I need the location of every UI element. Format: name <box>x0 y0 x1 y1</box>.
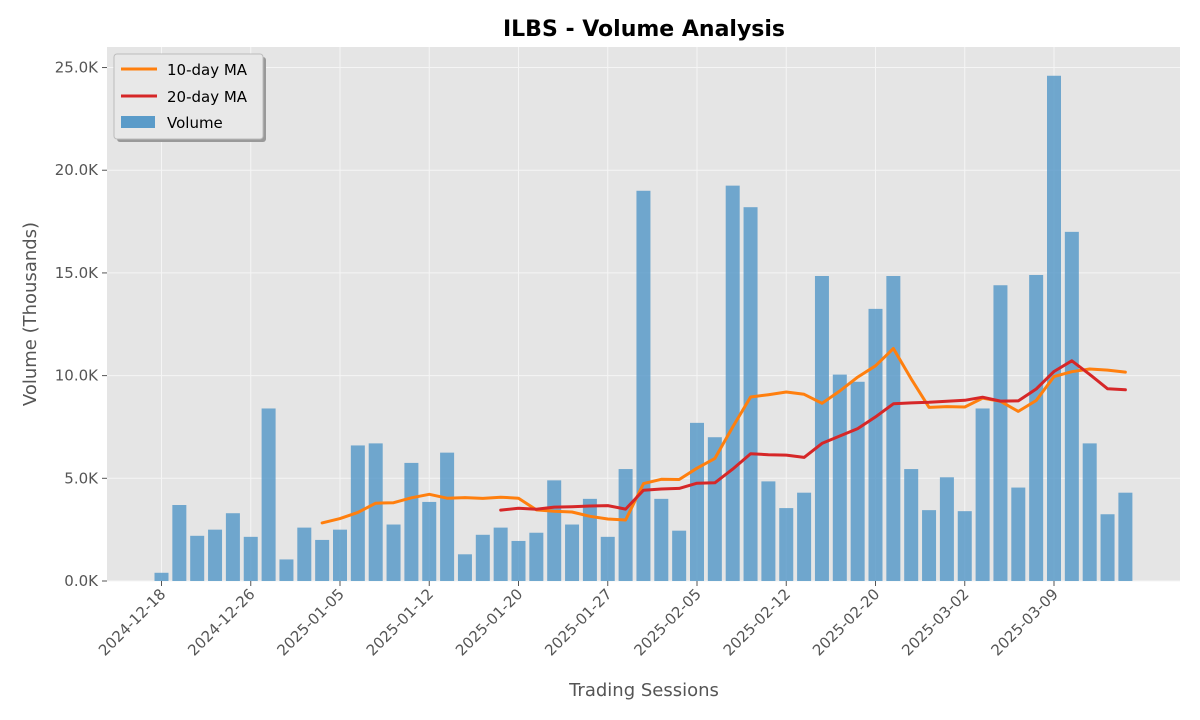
volume-bar <box>850 381 865 581</box>
volume-bar <box>636 190 651 581</box>
volume-bar <box>993 285 1008 581</box>
volume-bar <box>547 480 562 581</box>
y-tick-label: 25.0K <box>55 59 99 77</box>
x-axis: 2024-12-18 2024-12-26 2025-01-05 2025-01-12… <box>95 581 1062 659</box>
volume-bar <box>261 408 276 581</box>
volume-bar <box>582 498 597 581</box>
legend-swatch-volume <box>121 116 155 128</box>
x-tick-label: 2025-02-20 <box>809 585 883 659</box>
volume-bar <box>529 532 544 581</box>
moving-average-lines <box>320 347 1127 525</box>
volume-bar <box>743 207 758 581</box>
volume-bar <box>172 505 187 581</box>
legend-label-20-day-ma: 20-day MA <box>167 88 248 106</box>
volume-bar <box>154 572 169 581</box>
volume-bar <box>422 501 437 581</box>
volume-bar <box>243 536 258 581</box>
volume-bar <box>957 511 972 581</box>
volume-bar <box>868 308 883 581</box>
volume-bar <box>886 276 901 581</box>
legend-label-10-day-ma: 10-day MA <box>167 61 248 79</box>
x-tick-label: 2025-02-12 <box>720 585 794 659</box>
y-tick-label: 15.0K <box>55 264 99 282</box>
volume-bar <box>779 508 794 581</box>
volume-bar <box>225 513 240 581</box>
volume-bar <box>1100 514 1115 581</box>
x-tick-label: 2025-01-12 <box>363 585 437 659</box>
y-tick-label: 5.0K <box>64 469 99 487</box>
volume-bar <box>511 540 526 581</box>
volume-bar <box>368 443 383 581</box>
volume-bar <box>333 529 347 581</box>
y-tick-label: 20.0K <box>55 161 99 179</box>
volume-bar <box>190 535 205 581</box>
volume-bar <box>208 529 223 581</box>
line-20-day-ma <box>499 359 1127 512</box>
chart-title: ILBS - Volume Analysis <box>503 17 785 42</box>
volume-bar <box>797 492 812 581</box>
volume-bar <box>672 530 687 581</box>
volume-bar <box>1118 492 1133 581</box>
volume-bar <box>493 527 508 581</box>
volume-bar <box>315 539 330 581</box>
volume-bar <box>690 422 704 581</box>
volume-bar <box>279 559 294 581</box>
x-tick-label: 2025-02-05 <box>630 585 704 659</box>
legend: 10-day MA 20-day MA Volume <box>113 53 266 142</box>
x-tick-label: 2025-03-09 <box>987 585 1061 659</box>
volume-bar <box>1082 443 1097 581</box>
volume-bar <box>1029 274 1044 581</box>
y-axis-label: Volume (Thousands) <box>20 222 41 406</box>
x-tick-label: 2025-01-27 <box>541 585 615 659</box>
volume-bar <box>814 276 829 581</box>
x-axis-label: Trading Sessions <box>568 680 719 701</box>
volume-bar <box>600 536 615 581</box>
volume-bar <box>565 524 580 581</box>
volume-bar <box>654 498 669 581</box>
x-tick-label: 2025-01-05 <box>273 585 347 659</box>
volume-bar <box>1064 231 1079 581</box>
y-tick-label: 0.0K <box>64 572 99 590</box>
volume-bar <box>1047 75 1061 581</box>
x-tick-label: 2024-12-18 <box>95 585 169 659</box>
volume-bar <box>1011 487 1026 581</box>
volume-bar <box>707 437 722 581</box>
y-tick-label: 10.0K <box>55 367 99 385</box>
volume-bar <box>386 524 401 581</box>
volume-bar <box>922 510 937 581</box>
legend-label-volume: Volume <box>167 114 223 132</box>
volume-bar <box>939 477 954 581</box>
volume-bar <box>475 534 490 581</box>
volume-bar <box>761 481 776 581</box>
volume-bar <box>618 469 633 581</box>
volume-bar <box>440 452 455 581</box>
y-axis: 0.0K 5.0K 10.0K 15.0K 20.0K 25.0K <box>55 59 107 590</box>
x-tick-label: 2025-01-20 <box>452 585 526 659</box>
volume-bar <box>457 554 472 581</box>
volume-bar <box>725 185 740 581</box>
volume-bar <box>297 527 312 581</box>
x-tick-label: 2025-03-02 <box>898 585 972 659</box>
volume-bar <box>404 462 419 581</box>
x-tick-label: 2024-12-26 <box>184 585 258 659</box>
volume-bar <box>975 408 990 581</box>
volume-bar <box>832 374 847 581</box>
volume-bar <box>904 469 919 581</box>
